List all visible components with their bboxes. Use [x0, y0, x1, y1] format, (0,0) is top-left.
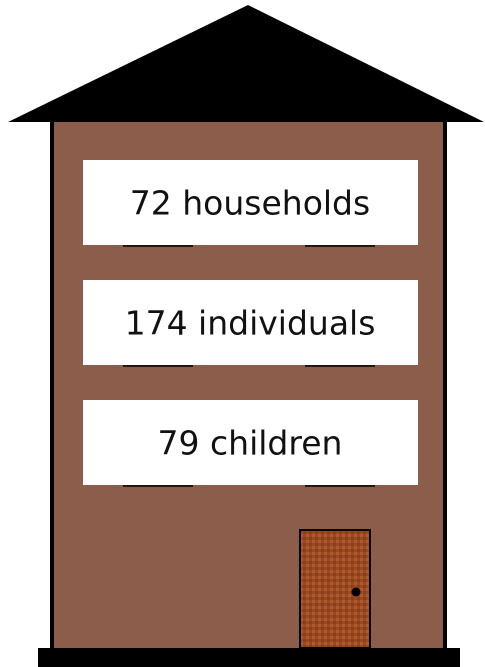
- house-infographic: 72 households 174 individuals 79 children: [0, 0, 485, 667]
- label-text: 79 children: [158, 424, 343, 463]
- door-knob: [352, 588, 361, 597]
- label-text: 72 households: [130, 184, 370, 223]
- label-boxes: 72 households 174 individuals 79 children: [83, 160, 418, 485]
- label-text: 174 individuals: [125, 304, 376, 343]
- base: [38, 648, 460, 667]
- roof: [8, 5, 484, 122]
- door: [300, 530, 370, 648]
